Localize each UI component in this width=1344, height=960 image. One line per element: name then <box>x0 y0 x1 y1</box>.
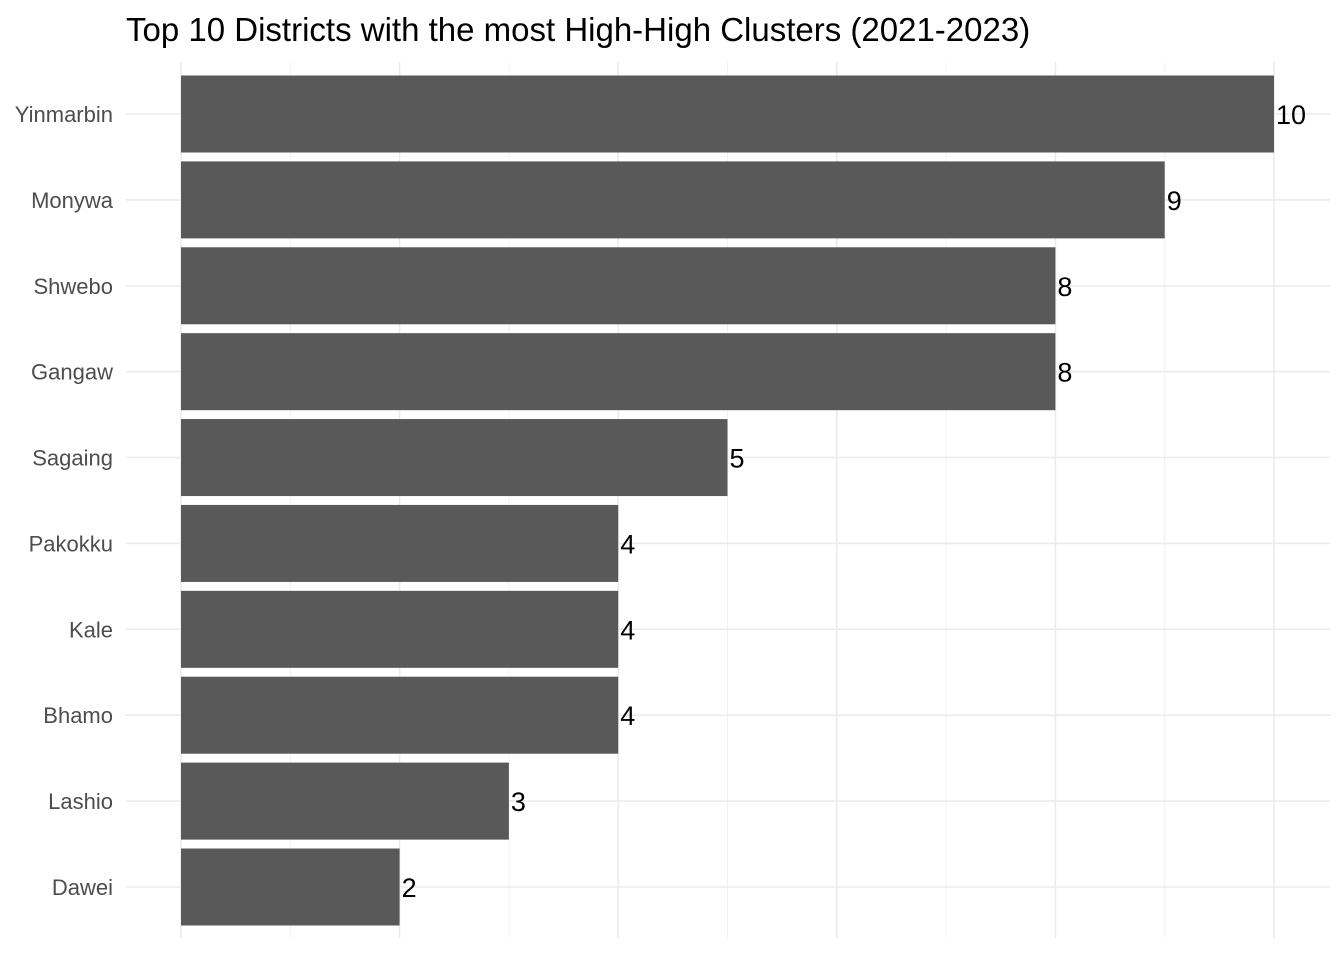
category-label: Lashio <box>48 789 113 814</box>
category-label: Gangaw <box>31 360 113 385</box>
bar-pakokku <box>181 504 619 582</box>
value-label: 2 <box>402 873 417 903</box>
value-label: 10 <box>1276 100 1306 130</box>
category-label: Monywa <box>31 188 114 213</box>
category-label: Shwebo <box>33 274 113 299</box>
bar-shwebo <box>181 247 1056 325</box>
bars <box>181 75 1274 926</box>
value-label: 8 <box>1057 358 1072 388</box>
bar-lashio <box>181 762 509 840</box>
category-label: Yinmarbin <box>15 102 113 127</box>
category-labels: Yinmarbin Monywa Shwebo Gangaw Sagaing Pakokk… <box>15 102 114 900</box>
bar-kale <box>181 590 619 668</box>
category-label: Bhamo <box>43 703 113 728</box>
value-label: 4 <box>620 529 635 559</box>
category-label: Pakokku <box>29 531 113 556</box>
value-label: 9 <box>1167 186 1182 216</box>
value-label: 3 <box>511 787 526 817</box>
value-label: 4 <box>620 615 635 645</box>
category-label: Dawei <box>52 875 113 900</box>
value-label: 4 <box>620 701 635 731</box>
bar-sagaing <box>181 419 728 497</box>
value-label: 8 <box>1057 272 1072 302</box>
bar-gangaw <box>181 333 1056 411</box>
bar-monywa <box>181 161 1165 239</box>
bar-yinmarbin <box>181 75 1274 153</box>
category-label: Sagaing <box>32 446 113 471</box>
value-label: 5 <box>730 444 745 474</box>
bar-dawei <box>181 848 400 926</box>
bar-bhamo <box>181 676 619 754</box>
category-label: Kale <box>69 617 113 642</box>
value-labels: 10 9 8 8 5 4 4 4 3 2 <box>402 100 1306 903</box>
chart-title: Top 10 Districts with the most High-High… <box>126 11 1030 48</box>
